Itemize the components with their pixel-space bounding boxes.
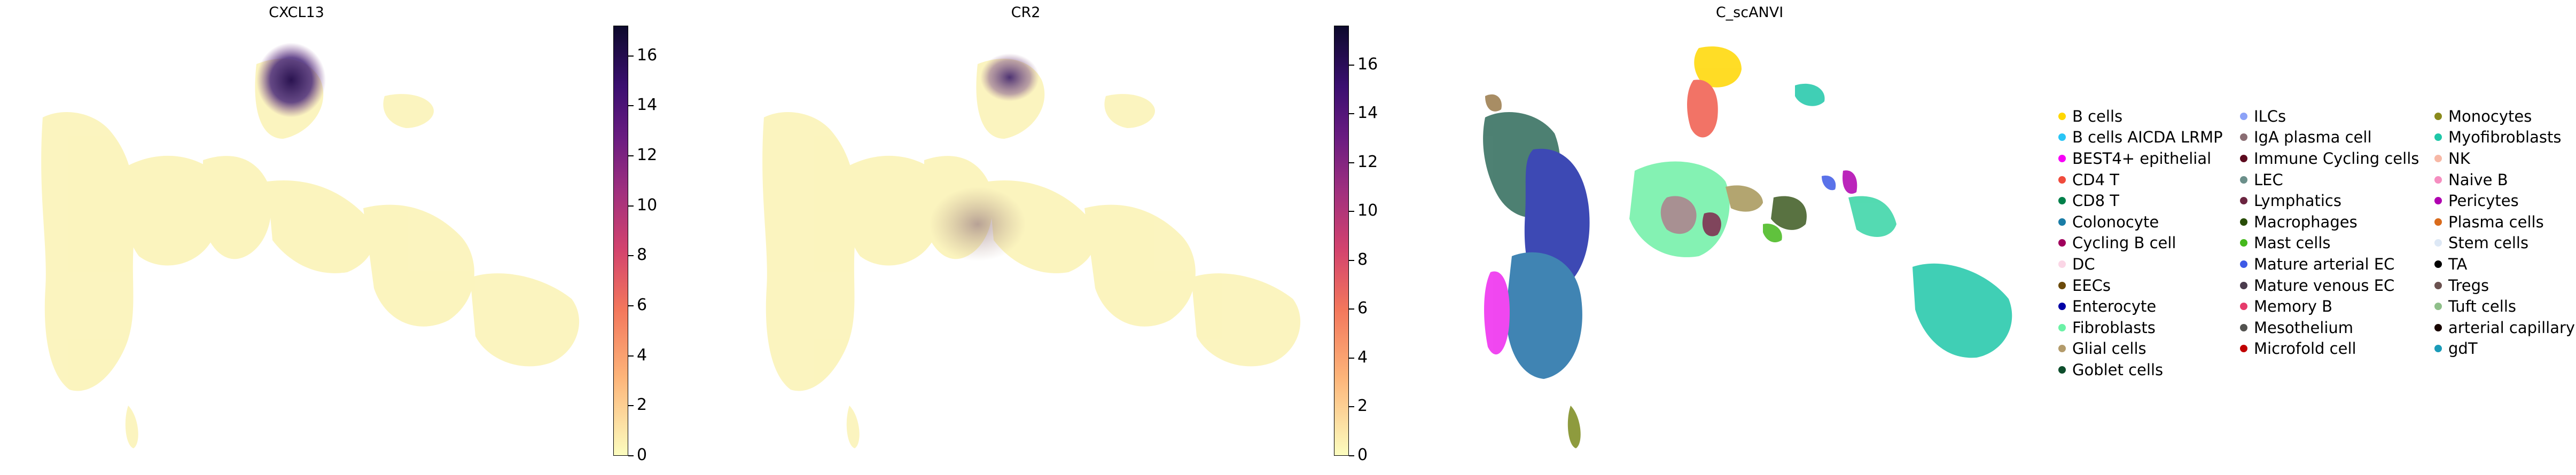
cluster-glial [1485,94,1502,112]
legend-item: Immune Cycling cells [2240,148,2419,169]
legend-item: Macrophages [2240,211,2419,233]
cbar-tick-12: 12 [1357,153,1378,171]
legend-item: Glial cells [2058,338,2223,360]
cbar-tick-6: 6 [1357,299,1368,318]
cell-clusters [1483,46,2012,448]
midspot-cr2 [930,187,1026,262]
cbar-tick-2: 2 [1357,397,1368,415]
panel-title-cr2: CR2 [1011,4,1041,21]
cbar-tick-10: 10 [1357,201,1378,220]
legend-item: Mature arterial EC [2240,254,2419,275]
legend-item: Goblet cells [2058,359,2223,381]
cbar-tick-16: 16 [637,46,658,65]
cell-cloud-cr2 [762,59,1301,448]
cbar-tick-4: 4 [637,346,647,365]
legend-item: CD4 T [2058,169,2223,191]
legend-item: IgA plasma cell [2240,127,2419,148]
legend-item: LEC [2240,169,2419,191]
legend-item: Naive B [2434,169,2575,191]
embedding-plot-c-scanvi [1483,46,2012,448]
cluster-mast [1763,224,1782,243]
cbar-tick-14: 14 [1357,104,1378,122]
legend-item: Plasma cells [2434,211,2575,233]
cbar-tick-16: 16 [1357,55,1378,74]
cluster-macrophages [1771,196,1807,230]
legend-item: Mesothelium [2240,317,2419,338]
cbar-tick-12: 12 [637,146,658,164]
cluster-b-cells [1694,46,1742,88]
cluster-lec [1795,83,1825,106]
legend-item: TA [2434,254,2575,275]
colorbar-cr2 [1334,26,1349,456]
legend-item: Fibroblasts [2058,317,2223,338]
cbar-tick-4: 4 [1357,348,1368,367]
legend-item: Pericytes [2434,190,2575,211]
hotspot-cr2 [980,53,1039,101]
legend-item: Mast cells [2240,233,2419,254]
cbar-tick-2: 2 [637,395,647,414]
cluster-cd4 [1687,80,1718,138]
cluster-arterial [1822,176,1836,191]
cluster-myofibroblasts-2 [1913,263,2012,358]
legend-item: gdT [2434,338,2575,360]
cbar-tick-0: 0 [1357,446,1368,464]
cluster-mono [1726,185,1763,212]
cluster-lymphatics [1702,212,1721,236]
panel-title-cxcl13: CXCL13 [269,4,324,21]
cluster-pericytes [1843,170,1857,194]
legend-item: Monocytes [2434,106,2575,127]
cluster-monocytes-tail [1567,406,1581,448]
legend-item: Tuft cells [2434,296,2575,317]
legend-column-1: B cells B cells AICDA LRMP BEST4+ epithe… [2058,106,2223,381]
colorbar-cxcl13 [613,26,628,456]
legend-item: EECs [2058,275,2223,296]
legend-item: Memory B [2240,296,2419,317]
cluster-myofibroblasts [1848,196,1896,237]
legend-item: Cycling B cell [2058,233,2223,254]
cbar-tick-8: 8 [637,246,647,264]
legend-item: Tregs [2434,275,2575,296]
cluster-best4 [1484,271,1510,355]
hotspot-cxcl13 [256,43,326,117]
legend-item: CD8 T [2058,190,2223,211]
panel-title-c-scanvi: C_scANVI [1715,4,1784,21]
cluster-colonocyte [1506,252,1582,379]
cbar-tick-8: 8 [1357,250,1368,269]
legend-item: DC [2058,254,2223,275]
legend-item: BEST4+ epithelial [2058,148,2223,169]
legend-item: B cells AICDA LRMP [2058,127,2223,148]
cbar-tick-0: 0 [637,446,647,464]
cluster-iga [1660,196,1697,234]
legend-column-2: ILCs IgA plasma cell Immune Cycling cell… [2240,106,2419,359]
legend-item: Lymphatics [2240,190,2419,211]
legend-item: Microfold cell [2240,338,2419,360]
legend-item: Myofibroblasts [2434,127,2575,148]
legend-item: B cells [2058,106,2223,127]
legend-item: Enterocyte [2058,296,2223,317]
embedding-plot-cr2 [762,53,1301,448]
legend-item: NK [2434,148,2575,169]
legend-item: Mature venous EC [2240,275,2419,296]
cbar-tick-6: 6 [637,296,647,314]
cbar-tick-10: 10 [637,196,658,215]
legend-item: Colonocyte [2058,211,2223,233]
cell-cloud-cxcl13 [41,59,580,448]
cbar-tick-14: 14 [637,96,658,114]
embedding-plot-cxcl13 [41,43,580,448]
legend-item: arterial capillary [2434,317,2575,338]
legend-item: Stem cells [2434,233,2575,254]
legend-column-3: Monocytes Myofibroblasts NK Naive B Peri… [2434,106,2575,359]
legend-item: ILCs [2240,106,2419,127]
